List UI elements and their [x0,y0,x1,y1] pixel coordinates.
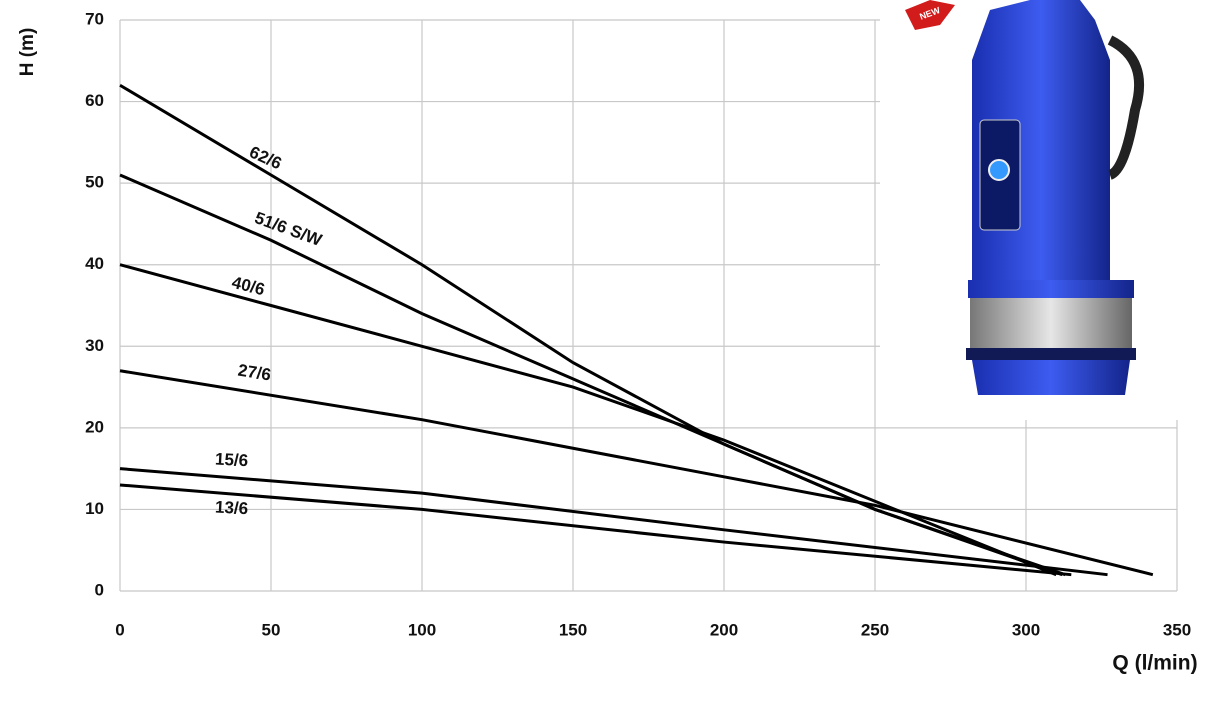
x-tick-label: 300 [1012,620,1040,639]
x-tick-label: 250 [861,620,889,639]
y-tick-label: 60 [85,91,104,110]
series-label: 15/6 [215,449,249,470]
y-tick-label: 20 [85,417,104,436]
y-tick-label: 70 [85,9,104,28]
y-tick-label: 0 [95,580,104,599]
grid [119,19,1178,592]
series-line [119,467,1108,577]
x-tick-label: 50 [262,620,281,639]
y-axis-title: H (m) [17,28,38,77]
series-label: 51/6 S/W [252,208,325,250]
series-line [119,369,1154,577]
series-label: 62/6 [247,142,285,173]
y-tick-label: 10 [85,499,104,518]
series-line [119,173,1063,577]
x-tick-label: 0 [115,620,124,639]
series-line [119,483,1072,577]
x-tick-label: 100 [408,620,436,639]
x-axis-title: Q (l/min) [1112,652,1197,675]
series-line [119,263,1057,577]
series-label: 27/6 [237,361,273,385]
x-tick-label: 200 [710,620,738,639]
x-tick-label: 150 [559,620,587,639]
y-tick-label: 30 [85,336,104,355]
y-tick-label: 40 [85,254,104,273]
series-label: 13/6 [215,497,249,518]
pump-image: NEW [880,0,1180,420]
x-tick-label: 350 [1163,620,1191,639]
y-tick-label: 50 [85,173,104,192]
